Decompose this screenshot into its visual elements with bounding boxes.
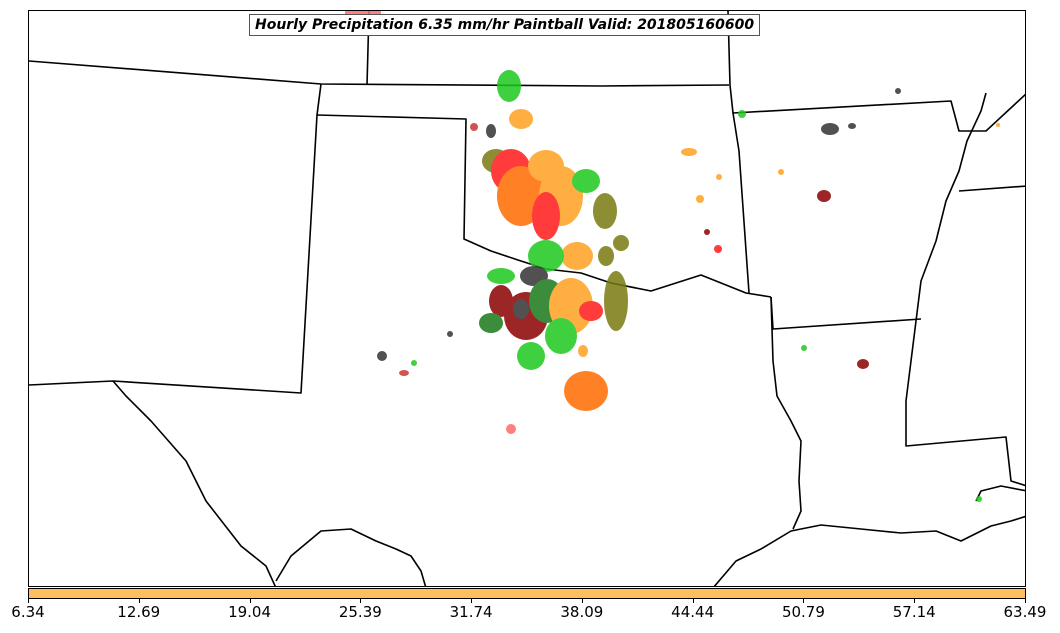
- map-title: Hourly Precipitation 6.35 mm/hr Paintbal…: [249, 14, 761, 36]
- precip-blob: [572, 169, 600, 193]
- tx-west-border: [112, 380, 276, 586]
- colorbar-tick-mark: [138, 599, 140, 603]
- precip-blob: [564, 371, 608, 411]
- colorbar-tick-mark: [249, 599, 251, 603]
- mississippi-river: [905, 92, 1025, 487]
- precip-blob: [716, 174, 722, 180]
- colorbar-tick-label: 31.74: [449, 603, 493, 621]
- precip-blob: [561, 242, 593, 270]
- colorbar-tick-mark: [803, 599, 805, 603]
- precip-blob: [470, 123, 478, 131]
- ms-coast: [975, 485, 1025, 502]
- precip-blob: [513, 299, 529, 319]
- map-panel: [28, 10, 1026, 587]
- precip-blob: [604, 271, 628, 331]
- precipitation-blobs: [345, 11, 1000, 502]
- precip-blob: [817, 190, 831, 202]
- colorbar-tick-label: 12.69: [117, 603, 161, 621]
- precip-blob: [532, 192, 560, 240]
- precip-blob: [377, 351, 387, 361]
- precip-blob: [517, 342, 545, 370]
- mo-ar-border: [732, 93, 1025, 132]
- precip-blob: [696, 195, 704, 203]
- precip-blob: [895, 88, 901, 94]
- colorbar-tick-label: 57.14: [892, 603, 936, 621]
- colorbar-tick-label: 38.09: [560, 603, 604, 621]
- precip-blob: [681, 148, 697, 156]
- colorbar-tick-mark: [471, 599, 473, 603]
- co-border: [29, 83, 322, 394]
- precip-blob: [579, 301, 603, 321]
- precip-blob: [506, 424, 516, 434]
- colorbar: [28, 588, 1026, 599]
- tx-la-border: [770, 296, 802, 530]
- precip-blob: [545, 318, 577, 354]
- precip-blob: [976, 496, 982, 502]
- ar-west-border: [729, 84, 750, 294]
- map-canvas: [29, 11, 1025, 586]
- precip-blob: [509, 109, 533, 129]
- rio-grande: [275, 528, 427, 586]
- precip-blob: [821, 123, 839, 135]
- colorbar-tick-label: 44.44: [671, 603, 715, 621]
- precip-blob: [399, 370, 409, 376]
- colorbar-tick-mark: [1025, 599, 1026, 603]
- precip-blob: [598, 246, 614, 266]
- colorbar-tick-mark: [360, 599, 362, 603]
- precip-blob: [801, 345, 807, 351]
- colorbar-tick-label: 50.79: [781, 603, 825, 621]
- precip-blob: [487, 268, 515, 284]
- ok-ks-border: [316, 114, 772, 298]
- colorbar-tick-label: 19.04: [228, 603, 272, 621]
- colorbar-tick-mark: [581, 599, 583, 603]
- precip-blob: [704, 229, 710, 235]
- precip-blob: [593, 193, 617, 229]
- colorbar-tick-mark: [692, 599, 694, 603]
- precip-blob: [848, 123, 856, 129]
- ar-la-border: [770, 296, 922, 330]
- colorbar-tick-mark: [28, 599, 29, 603]
- precip-blob: [857, 359, 869, 369]
- precip-blob: [479, 313, 503, 333]
- tn-ms-border: [958, 185, 1025, 192]
- colorbar-tick-label: 63.49: [1003, 603, 1047, 621]
- ne-ks-border: [29, 60, 730, 87]
- precip-blob: [411, 360, 417, 366]
- gulf-coast: [713, 515, 1025, 586]
- precip-blob: [714, 245, 722, 253]
- precip-blob: [778, 169, 784, 175]
- precip-blob: [613, 235, 629, 251]
- colorbar-tick-label: 6.34: [11, 603, 45, 621]
- colorbar-tick-label: 25.39: [338, 603, 382, 621]
- state-boundaries: [29, 11, 1025, 586]
- precip-blob: [996, 123, 1000, 127]
- precip-blob: [486, 124, 496, 138]
- precip-blob: [447, 331, 453, 337]
- precip-blob: [578, 345, 588, 357]
- precip-blob: [528, 240, 564, 272]
- precip-blob: [497, 70, 521, 102]
- colorbar-tick-mark: [914, 599, 916, 603]
- precip-blob: [738, 110, 746, 118]
